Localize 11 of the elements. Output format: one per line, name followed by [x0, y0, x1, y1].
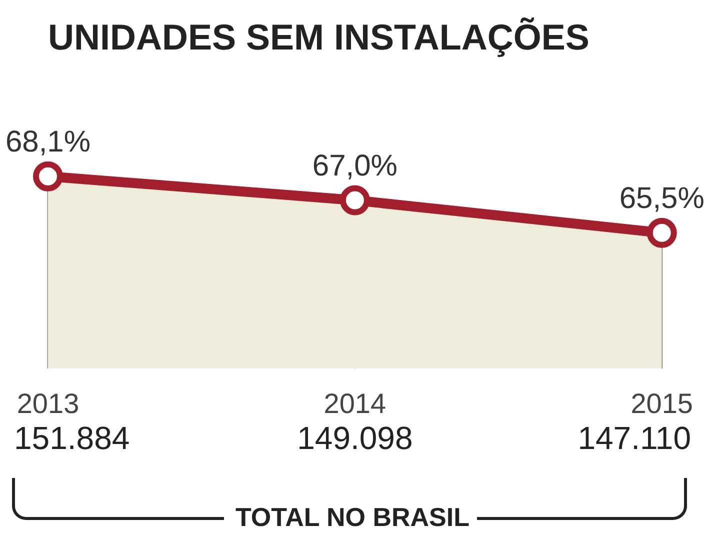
- x-tick-label: 2014: [324, 388, 386, 419]
- chart-title: UNIDADES SEM INSTALAÇÕES: [48, 16, 590, 58]
- data-label: 68,1%: [5, 126, 91, 159]
- annotation: 151.884: [14, 420, 130, 456]
- data-label: 67,0%: [312, 150, 398, 183]
- annotation: 147.110: [578, 420, 691, 456]
- x-tick-label: 2015: [630, 388, 694, 419]
- x-tick-label: 2013: [16, 388, 80, 419]
- annotation: 149.098: [297, 420, 413, 456]
- data-label: 65,5%: [619, 182, 704, 216]
- annotation: TOTAL NO BRASIL: [236, 502, 470, 532]
